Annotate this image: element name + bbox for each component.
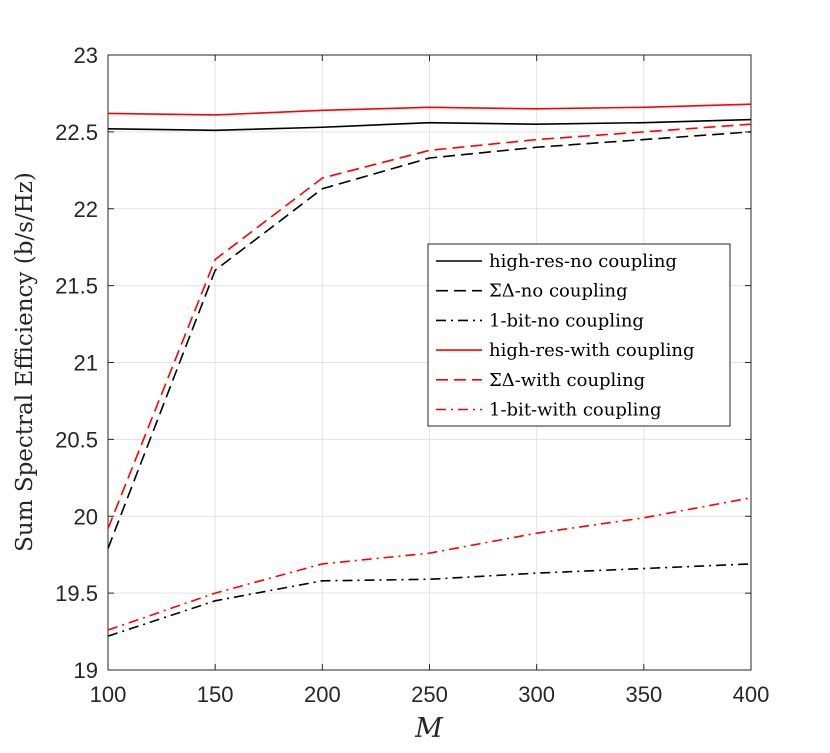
series-line-high-res-no coupling	[107, 118, 752, 132]
legend-label: high-res-with coupling	[489, 340, 695, 361]
y-tick-label: 20.5	[55, 427, 98, 452]
series-lines	[107, 103, 752, 637]
series-line-1-bit-no coupling	[107, 563, 752, 637]
series-line-ΣΔ-no coupling	[107, 131, 752, 549]
series-line-1-bit-with coupling	[107, 497, 752, 631]
legend-label: 1-bit-with coupling	[489, 400, 662, 421]
y-tick-label: 19	[74, 658, 98, 683]
legend-label: 1-bit-no coupling	[489, 310, 644, 331]
legend-box	[427, 243, 731, 427]
legend-label: ΣΔ-no coupling	[489, 281, 628, 302]
x-tick-label: 300	[518, 682, 555, 707]
y-tick-label: 22	[74, 197, 98, 222]
series-line-high-res-with coupling	[107, 103, 752, 116]
y-tick-label: 19.5	[55, 581, 98, 606]
y-axis-label: Sum Spectral Efficiency (b/s/Hz)	[12, 172, 38, 552]
x-axis-label: M	[414, 713, 444, 744]
series-line-ΣΔ-with coupling	[107, 123, 752, 529]
legend-label: high-res-no coupling	[489, 251, 677, 272]
axis-ticks: 100 150 200 250 300 350 400 19 19.5 20 20.5 21 21.5 2…	[55, 43, 769, 707]
legend: high-res-no coupling ΣΔ-no coupling 1-bit-…	[427, 243, 731, 427]
x-tick-label: 200	[304, 682, 341, 707]
y-tick-label: 22.5	[55, 120, 98, 145]
y-tick-label: 20	[74, 504, 98, 529]
legend-label: ΣΔ-with coupling	[489, 370, 645, 391]
y-tick-label: 21	[74, 351, 98, 376]
y-tick-label: 23	[74, 43, 98, 68]
x-tick-label: 250	[411, 682, 448, 707]
x-tick-label: 350	[625, 682, 662, 707]
x-tick-label: 150	[197, 682, 234, 707]
y-tick-label: 21.5	[55, 274, 98, 299]
x-tick-label: 400	[733, 682, 770, 707]
x-tick-label: 100	[90, 682, 127, 707]
